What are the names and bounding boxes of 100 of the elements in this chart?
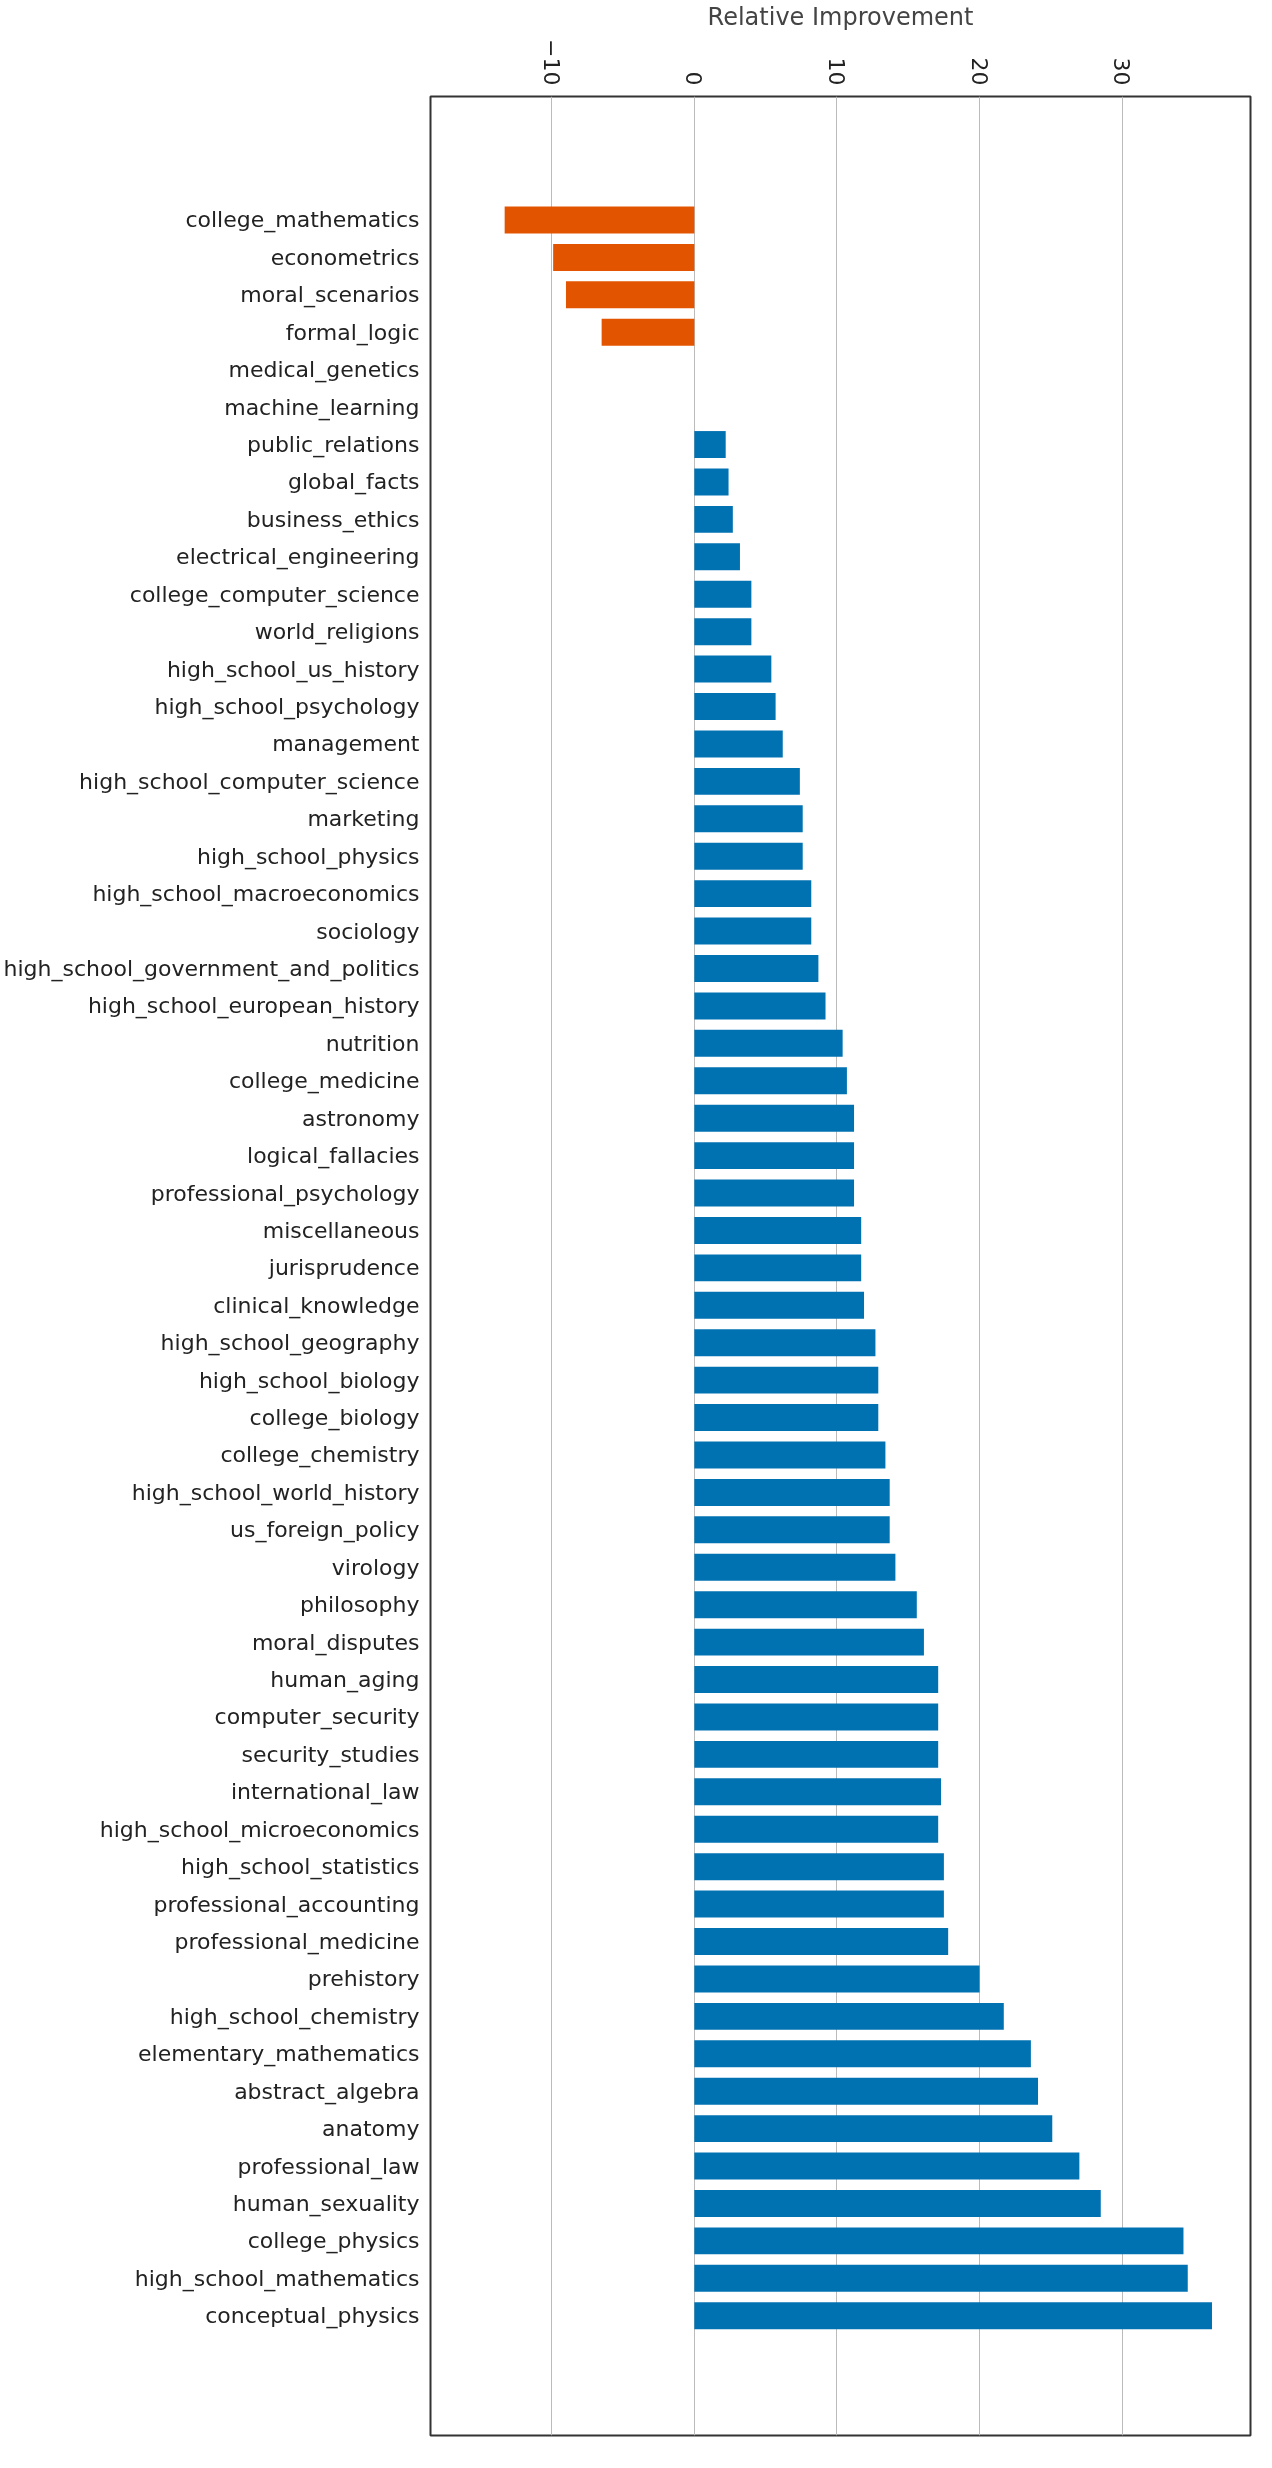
bar: [694, 2002, 1004, 2030]
bar: [694, 2190, 1101, 2217]
bar: [694, 431, 726, 459]
y-tick-label: human_sexuality: [232, 2190, 420, 2217]
y-tick-label: high_school_biology: [198, 1367, 420, 1394]
bar: [504, 206, 695, 234]
bar: [694, 2227, 1184, 2255]
y-tick-label: us_foreign_policy: [230, 1517, 420, 1544]
bar: [694, 1815, 939, 1843]
y-tick-label: professional_psychology: [150, 1180, 420, 1207]
y-tick-label: miscellaneous: [262, 1217, 420, 1243]
bar: [694, 842, 803, 870]
bar: [694, 1142, 855, 1170]
bar: [694, 2040, 1031, 2068]
y-tick-label: moral_disputes: [251, 1629, 420, 1656]
y-tick-label: security_studies: [241, 1741, 420, 1768]
y-tick-label: virology: [331, 1554, 420, 1580]
bar: [565, 281, 695, 309]
bar: [694, 955, 819, 982]
bar: [694, 655, 772, 683]
y-tick-label: high_school_world_history: [131, 1479, 420, 1506]
bar: [694, 618, 752, 646]
y-tick-label: medical_genetics: [228, 357, 420, 384]
y-tick-label: management: [272, 731, 420, 757]
y-tick-label: college_physics: [247, 2228, 420, 2255]
bar: [601, 318, 695, 346]
y-tick-label: college_medicine: [228, 1068, 420, 1095]
x-tick-label: −10: [538, 39, 564, 86]
bar: [694, 1067, 847, 1095]
y-tick-label: high_school_physics: [196, 843, 420, 870]
y-tick-label: sociology: [316, 918, 420, 944]
bar: [694, 1441, 886, 1469]
bar: [694, 1216, 862, 1244]
bar: [694, 505, 733, 533]
y-tick-label: high_school_computer_science: [79, 768, 420, 795]
bar: [694, 1740, 939, 1768]
bar: [694, 1591, 917, 1619]
bar: [694, 730, 783, 758]
bar: [694, 1890, 944, 1918]
y-tick-label: logical_fallacies: [247, 1143, 420, 1170]
bar: [694, 1703, 939, 1731]
y-tick-label: high_school_psychology: [154, 694, 420, 721]
bar: [694, 1104, 855, 1132]
x-tick-label: 30: [1109, 57, 1135, 86]
y-tick-label: high_school_microeconomics: [99, 1816, 420, 1843]
y-tick-label: jurisprudence: [267, 1255, 420, 1281]
y-tick-label: high_school_us_history: [166, 656, 420, 683]
bar: [694, 1553, 896, 1581]
bar: [694, 2077, 1039, 2105]
y-tick-label: computer_security: [214, 1704, 420, 1731]
bar: [694, 1516, 890, 1544]
y-tick-label: machine_learning: [224, 394, 420, 421]
bar: [694, 1366, 879, 1394]
bar: [694, 1666, 939, 1694]
y-tick-label: prehistory: [307, 1966, 420, 1992]
y-tick-label: anatomy: [322, 2116, 420, 2142]
bar: [694, 1965, 980, 1993]
y-tick-label: philosophy: [300, 1592, 420, 1618]
y-tick-label: formal_logic: [285, 319, 420, 346]
y-tick-label: high_school_mathematics: [134, 2265, 420, 2292]
y-tick-label: nutrition: [325, 1030, 420, 1056]
bar: [694, 1329, 876, 1357]
y-tick-label: world_religions: [254, 619, 420, 646]
y-tick-label: high_school_government_and_politics: [3, 955, 420, 982]
bar: [694, 2264, 1188, 2292]
y-tick-label: high_school_chemistry: [169, 2003, 420, 2030]
bar: [694, 2302, 1212, 2330]
y-tick-label: professional_law: [237, 2153, 420, 2180]
y-tick-label: college_mathematics: [185, 207, 420, 234]
y-tick-label: international_law: [230, 1779, 420, 1806]
bar: [694, 1179, 855, 1207]
y-tick-label: moral_scenarios: [240, 282, 420, 309]
bar: [694, 543, 740, 571]
bar: [694, 468, 729, 496]
bar: [694, 1628, 924, 1656]
x-tick-label: 20: [966, 57, 992, 86]
y-tick-label: college_biology: [249, 1405, 420, 1432]
y-tick-label: conceptual_physics: [205, 2303, 420, 2330]
bar: [694, 1928, 949, 1955]
bar: [694, 1029, 843, 1057]
bar: [694, 992, 826, 1020]
bar: [694, 917, 812, 945]
bar: [694, 805, 803, 833]
y-tick-label: high_school_european_history: [87, 993, 420, 1020]
x-tick-label: 0: [681, 71, 707, 86]
y-tick-label: marketing: [307, 806, 420, 832]
y-tick-label: business_ethics: [246, 506, 420, 533]
bar: [694, 580, 752, 608]
y-tick-label: clinical_knowledge: [213, 1292, 420, 1319]
y-tick-label: human_aging: [270, 1667, 420, 1694]
y-tick-label: high_school_statistics: [180, 1854, 420, 1881]
y-tick-label: high_school_geography: [160, 1330, 420, 1357]
y-tick-label: global_facts: [287, 469, 420, 496]
bar: [694, 2152, 1080, 2180]
bar: [694, 693, 776, 720]
bar: [694, 2115, 1053, 2143]
bar: [694, 1254, 862, 1282]
y-tick-label: professional_medicine: [174, 1929, 420, 1955]
y-tick-label: public_relations: [247, 432, 420, 459]
x-axis-title: Relative Improvement: [707, 3, 974, 32]
